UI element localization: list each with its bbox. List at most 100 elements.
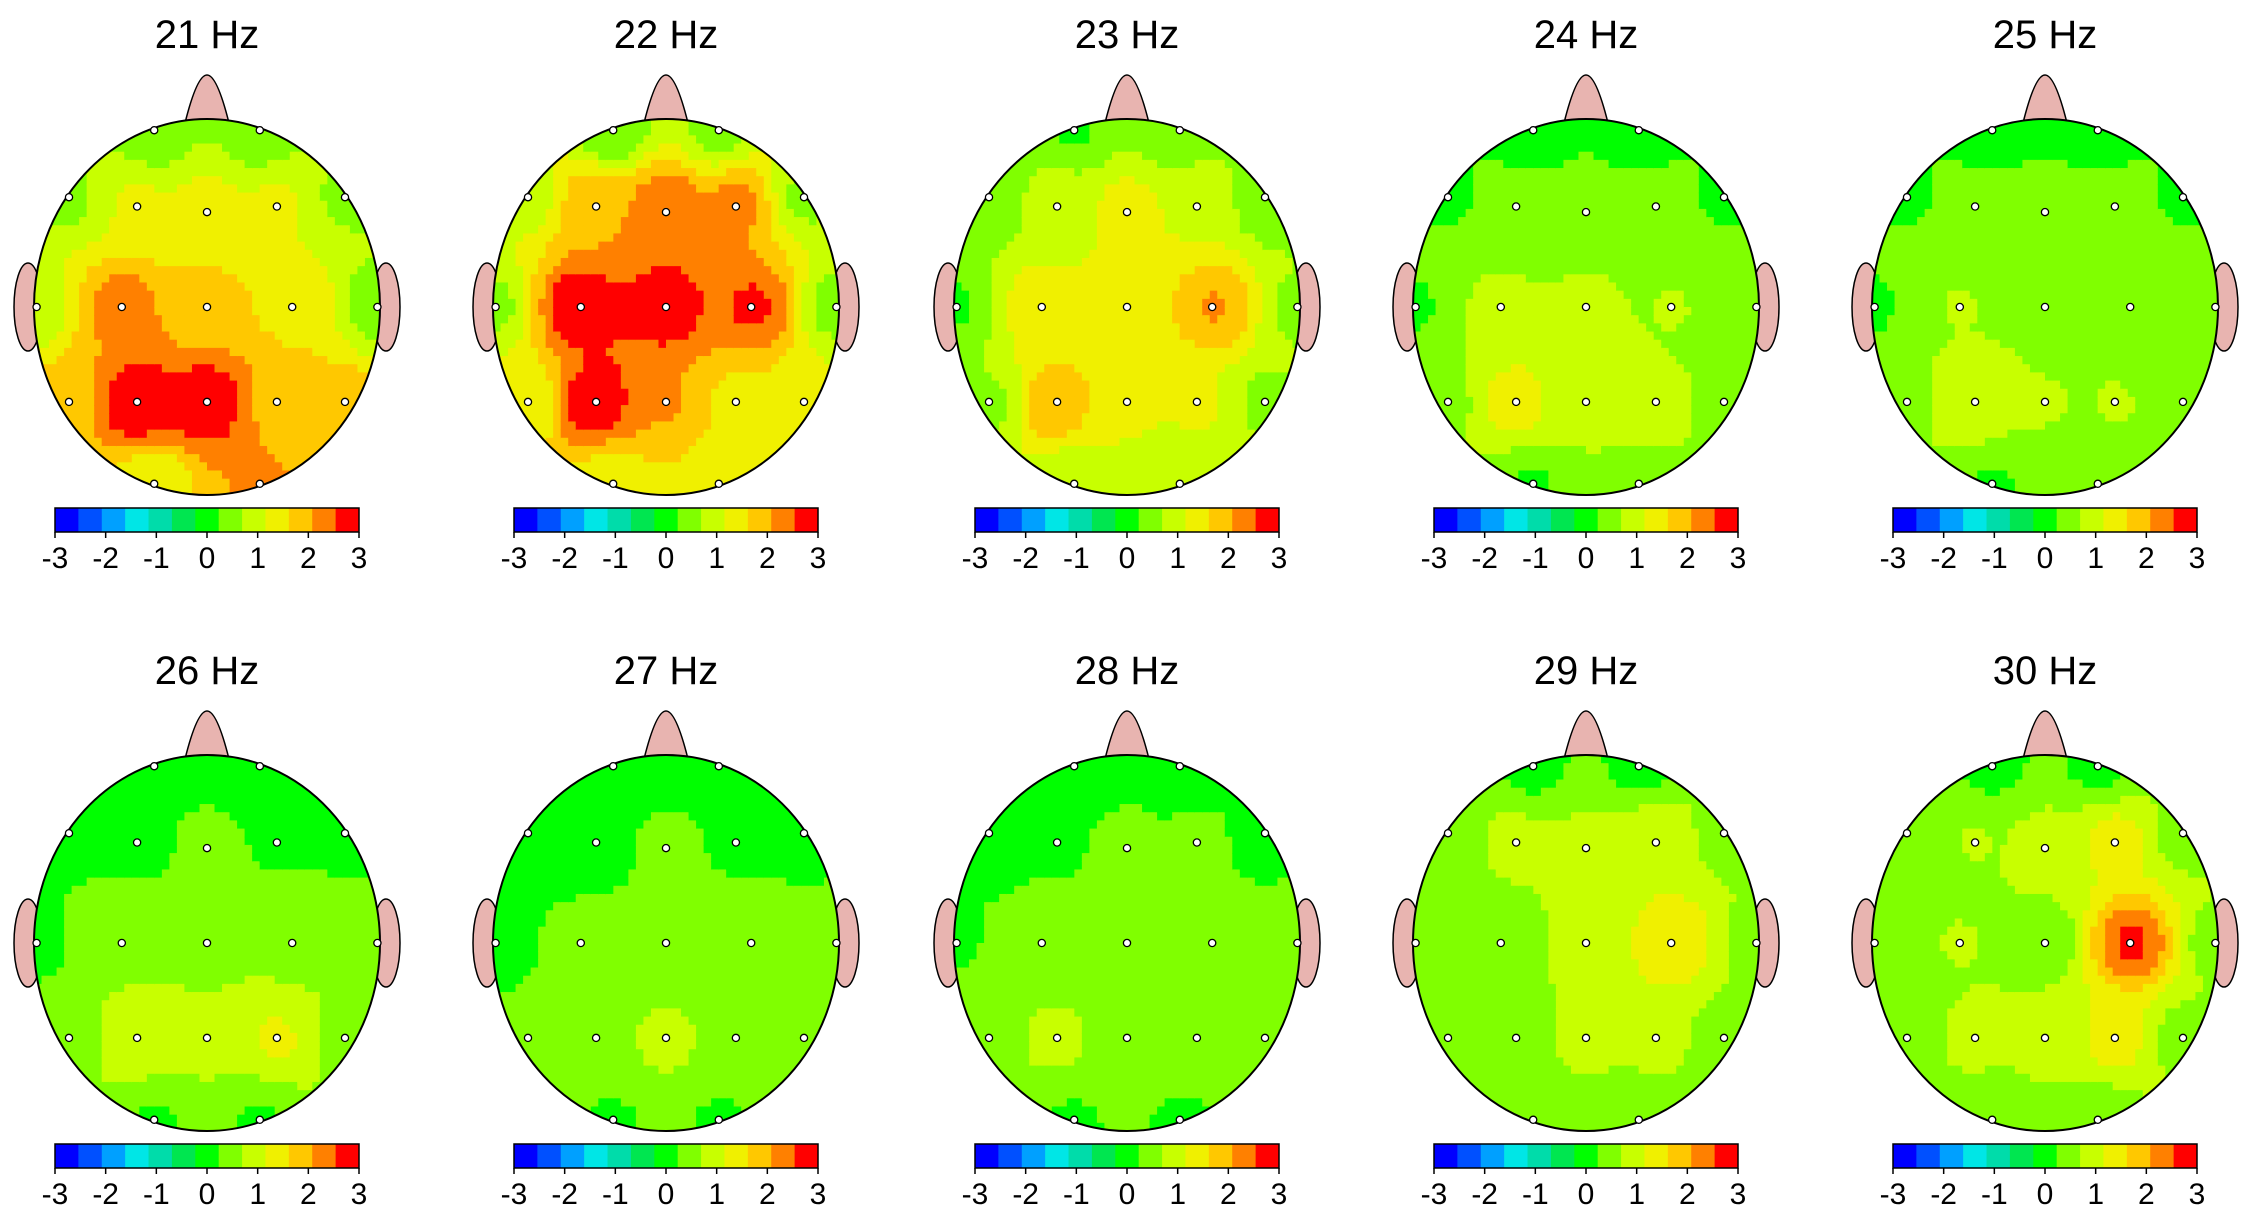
electrode-point — [1528, 761, 1538, 771]
electrode-point — [1987, 125, 1997, 135]
electrode-point — [117, 302, 127, 312]
colorbar-tick-label: -2 — [551, 1178, 578, 1211]
electrode-point — [1122, 843, 1132, 853]
electrode-point — [832, 302, 841, 312]
electrode-point — [661, 302, 671, 312]
electrode-point — [2110, 838, 2120, 847]
electrode-point — [64, 828, 74, 838]
colorbar-tick-label: 1 — [2087, 542, 2104, 575]
electrode-point — [1666, 938, 1676, 948]
electrode-point — [1902, 192, 1912, 202]
panel-title: 25 Hz — [1993, 13, 2098, 57]
electrode-point — [2211, 302, 2220, 312]
colorbar-tick-label: 1 — [2087, 1178, 2104, 1211]
colorbar-tick-label: 3 — [351, 542, 368, 575]
electrode-point — [1122, 207, 1132, 217]
electrode-point — [64, 1033, 74, 1043]
electrode-point — [591, 397, 601, 407]
colorbar-tick-label: 0 — [2037, 1178, 2054, 1211]
electrode-point — [661, 1033, 671, 1043]
colorbar-tick-label: 2 — [759, 1178, 776, 1211]
electrode-point — [149, 479, 159, 489]
electrode-point — [799, 1033, 809, 1043]
colorbar-tick-label: -1 — [1063, 542, 1090, 575]
colorbar: -3 -2 -1 0 1 2 3 — [42, 507, 368, 575]
colorbar-tick-label: -1 — [602, 542, 629, 575]
electrode-point — [1192, 202, 1202, 211]
electrode-point — [1496, 302, 1506, 312]
electrode-point — [1411, 938, 1420, 948]
electrode-point — [340, 828, 350, 838]
electrode-point — [1634, 479, 1644, 489]
colorbar-tick-label: -1 — [143, 542, 170, 575]
electrode-point — [1260, 1033, 1270, 1043]
electrode-point — [272, 838, 282, 847]
electrode-point — [2040, 302, 2050, 312]
electrode-point — [117, 938, 127, 948]
electrode-point — [1443, 1033, 1453, 1043]
topo-panel: 26 Hz -3 -2 -1 0 1 2 3 — [13, 649, 401, 1211]
electrode-point — [984, 397, 994, 407]
colorbar-tick-label: -1 — [602, 1178, 629, 1211]
topo-panel: 30 Hz -3 -2 -1 0 1 2 3 — [1851, 649, 2239, 1211]
electrode-point — [32, 302, 41, 312]
colorbar-tick-label: 0 — [199, 542, 216, 575]
colorbar-tick-label: 1 — [1169, 1178, 1186, 1211]
nose-shape — [1563, 710, 1609, 760]
electrode-point — [132, 1033, 142, 1043]
panel-title: 28 Hz — [1075, 649, 1180, 693]
topo-panel: 29 Hz -3 -2 -1 0 1 2 3 — [1392, 649, 1780, 1211]
nose-shape — [184, 74, 230, 124]
electrode-point — [1528, 1115, 1538, 1125]
colorbar-tick-label: -3 — [501, 1178, 528, 1211]
colorbar-tick-label: 0 — [199, 1178, 216, 1211]
colorbar: -3 -2 -1 0 1 2 3 — [501, 1143, 826, 1211]
electrode-point — [1651, 838, 1661, 847]
electrode-point — [1069, 479, 1079, 489]
electrode-point — [1122, 1033, 1132, 1043]
electrode-point — [1207, 938, 1217, 948]
electrode-point — [2110, 397, 2120, 407]
electrode-point — [1260, 828, 1270, 838]
electrode-point — [1052, 202, 1062, 211]
electrode-point — [731, 202, 741, 211]
electrode-point — [1052, 397, 1062, 407]
colorbar-tick-label: 0 — [1578, 1178, 1595, 1211]
nose-shape — [643, 710, 689, 760]
electrode-point — [661, 397, 671, 407]
colorbar-tick-label: -2 — [92, 1178, 119, 1211]
electrode-point — [1955, 302, 1965, 312]
electrode-point — [1411, 302, 1420, 312]
colorbar: -3 -2 -1 0 1 2 3 — [501, 507, 827, 575]
electrode-point — [287, 938, 297, 948]
panel-title: 27 Hz — [614, 649, 719, 693]
colorbar-tick-label: -1 — [1981, 1178, 2008, 1211]
colorbar-tick-label: -2 — [1930, 1178, 1957, 1211]
colorbar-tick-label: 1 — [249, 1178, 266, 1211]
electrode-point — [523, 192, 533, 202]
electrode-point — [591, 838, 601, 847]
colorbar-tick-label: 0 — [1119, 542, 1136, 575]
colorbar-tick-label: 3 — [810, 542, 827, 575]
colorbar: -3 -2 -1 0 1 2 3 — [962, 507, 1287, 575]
electrode-point — [799, 192, 809, 202]
panel-title: 29 Hz — [1534, 649, 1639, 693]
electrode-point — [731, 397, 741, 407]
colorbar-tick-label: -3 — [1421, 542, 1448, 575]
nose-shape — [1104, 74, 1150, 124]
colorbar-tick-label: 3 — [1730, 542, 1747, 575]
electrode-point — [1987, 761, 1997, 771]
nose-shape — [1563, 74, 1609, 124]
colorbar-tick-label: 2 — [2138, 1178, 2155, 1211]
electrode-point — [1987, 1115, 1997, 1125]
electrode-point — [1443, 397, 1453, 407]
electrode-point — [1069, 761, 1079, 771]
electrode-point — [1970, 397, 1980, 407]
electrode-point — [1069, 125, 1079, 135]
electrode-point — [984, 828, 994, 838]
colorbar-tick-label: 2 — [2138, 542, 2155, 575]
electrode-point — [661, 938, 671, 948]
electrode-point — [2178, 1033, 2188, 1043]
electrode-point — [952, 938, 961, 948]
